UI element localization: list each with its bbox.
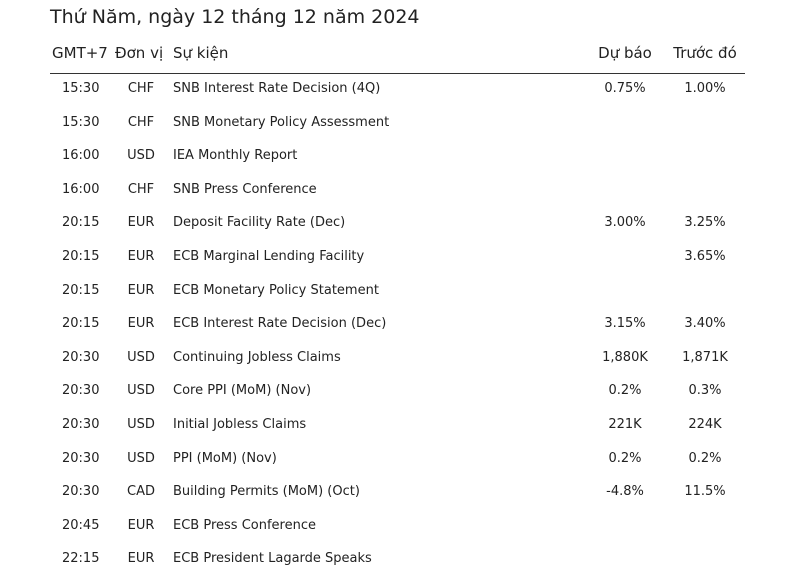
row-event: SNB Monetary Policy Assessment — [173, 114, 390, 130]
row-time: 20:15 — [62, 316, 100, 332]
row-currency: EUR — [127, 517, 155, 533]
row-currency: CHF — [127, 81, 155, 96]
row-forecast: 0.2% — [608, 450, 642, 466]
row-previous: 224K — [688, 416, 722, 432]
row-event: Initial Jobless Claims — [173, 416, 307, 432]
row-time: 20:45 — [62, 517, 100, 533]
row-time: 20:30 — [62, 484, 100, 500]
row-time: 16:00 — [62, 181, 100, 197]
row-currency: EUR — [127, 316, 155, 332]
table-row: 20:15 EUR Deposit Facility Rate (Dec) 3.00%… — [0, 206, 790, 240]
row-forecast: 1,880K — [602, 349, 648, 365]
row-currency: USD — [127, 416, 155, 432]
row-event: Continuing Jobless Claims — [173, 349, 341, 365]
header-currency: Đơn vị — [115, 44, 164, 62]
header-divider — [50, 73, 745, 74]
row-forecast: -4.8% — [606, 484, 644, 500]
row-forecast: 0.2% — [608, 383, 642, 399]
row-forecast: 3.15% — [604, 316, 646, 332]
table-row: 16:00 USD IEA Monthly Report — [0, 139, 790, 173]
row-event: ECB Marginal Lending Facility — [173, 248, 365, 264]
row-event: ECB President Lagarde Speaks — [173, 551, 372, 567]
row-event: Core PPI (MoM) (Nov) — [173, 383, 312, 399]
row-time: 16:00 — [62, 148, 100, 164]
row-currency: USD — [127, 450, 155, 466]
table-row: 20:30 USD Continuing Jobless Claims 1,880K 1… — [0, 341, 790, 375]
row-currency: CHF — [127, 114, 155, 130]
table-row: 20:15 EUR ECB Monetary Policy Statement — [0, 274, 790, 308]
row-event: IEA Monthly Report — [173, 148, 298, 164]
row-event: SNB Press Conference — [173, 181, 317, 197]
event-table: 15:30 CHF SNB Interest Rate Decision (4Q) 0… — [0, 72, 790, 576]
row-event: SNB Interest Rate Decision (4Q) — [173, 81, 381, 96]
table-row: 20:30 USD PPI (MoM) (Nov) 0.2% 0.2% — [0, 442, 790, 476]
row-currency: USD — [127, 383, 155, 399]
row-time: 22:15 — [62, 551, 100, 567]
table-row: 22:15 EUR ECB President Lagarde Speaks — [0, 542, 790, 576]
row-time: 20:15 — [62, 282, 100, 298]
row-currency: EUR — [127, 248, 155, 264]
table-row: 20:30 USD Initial Jobless Claims 221K 224K — [0, 408, 790, 442]
table-row: 20:15 EUR ECB Interest Rate Decision (Dec)… — [0, 307, 790, 341]
table-header: GMT+7 Đơn vị Sự kiện Dự báo Trước đó — [0, 40, 790, 70]
row-currency: USD — [127, 349, 155, 365]
row-currency: EUR — [127, 215, 155, 231]
header-time: GMT+7 — [52, 44, 108, 62]
row-previous: 0.3% — [688, 383, 722, 399]
row-time: 20:15 — [62, 215, 100, 231]
row-event: ECB Monetary Policy Statement — [173, 282, 379, 298]
row-time: 20:30 — [62, 450, 100, 466]
row-forecast: 3.00% — [604, 215, 646, 231]
row-currency: CHF — [127, 181, 155, 197]
row-time: 20:15 — [62, 248, 100, 264]
row-time: 20:30 — [62, 383, 100, 399]
row-previous: 11.5% — [684, 484, 726, 500]
row-forecast: 0.75% — [604, 81, 646, 96]
row-time: 20:30 — [62, 349, 100, 365]
row-currency: USD — [127, 148, 155, 164]
row-currency: EUR — [127, 282, 155, 298]
row-previous: 3.65% — [684, 248, 726, 264]
table-row: 16:00 CHF SNB Press Conference — [0, 173, 790, 207]
header-previous: Trước đó — [673, 44, 737, 62]
header-forecast: Dự báo — [598, 44, 652, 62]
row-time: 15:30 — [62, 114, 100, 130]
table-row: 15:30 CHF SNB Monetary Policy Assessment — [0, 106, 790, 140]
header-event: Sự kiện — [173, 44, 229, 62]
table-row: 20:15 EUR ECB Marginal Lending Facility 3.6… — [0, 240, 790, 274]
row-event: Deposit Facility Rate (Dec) — [173, 215, 346, 231]
table-row: 20:30 USD Core PPI (MoM) (Nov) 0.2% 0.3% — [0, 374, 790, 408]
row-forecast: 221K — [608, 416, 642, 432]
row-time: 15:30 — [62, 81, 100, 96]
row-previous: 0.2% — [688, 450, 722, 466]
table-row: 15:30 CHF SNB Interest Rate Decision (4Q) 0… — [0, 72, 790, 106]
row-event: Building Permits (MoM) (Oct) — [173, 484, 360, 500]
row-currency: CAD — [127, 484, 155, 500]
row-time: 20:30 — [62, 416, 100, 432]
row-previous: 3.40% — [684, 316, 726, 332]
row-previous: 1,871K — [682, 349, 728, 365]
table-row: 20:45 EUR ECB Press Conference — [0, 509, 790, 543]
row-currency: EUR — [127, 551, 155, 567]
row-event: ECB Press Conference — [173, 517, 316, 533]
table-row: 20:30 CAD Building Permits (MoM) (Oct) -4.8… — [0, 475, 790, 509]
row-previous: 3.25% — [684, 215, 726, 231]
row-event: ECB Interest Rate Decision (Dec) — [173, 316, 387, 332]
row-event: PPI (MoM) (Nov) — [173, 450, 277, 466]
page-title: Thứ Năm, ngày 12 tháng 12 năm 2024 — [50, 6, 420, 28]
row-previous: 1.00% — [684, 81, 726, 96]
